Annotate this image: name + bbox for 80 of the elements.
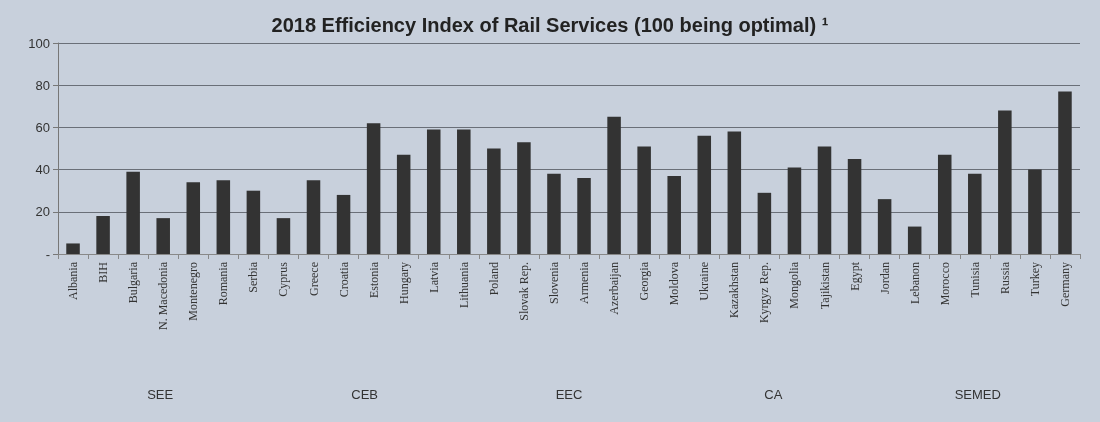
bar (847, 159, 862, 254)
x-tick-label: Kazakhstan (727, 262, 742, 318)
bar (96, 216, 110, 254)
x-tick-label: Jordan (877, 262, 892, 294)
bar (457, 129, 471, 254)
bar (156, 218, 170, 254)
x-tick-label: Egypt (847, 261, 862, 291)
bar (817, 146, 832, 254)
y-tick-label: 60 (35, 119, 50, 135)
bar (907, 226, 922, 254)
bar (637, 146, 651, 254)
bar (126, 171, 140, 254)
x-tick-label: Romania (216, 261, 231, 306)
bar (727, 131, 742, 254)
bar (577, 178, 591, 254)
x-tick-label: Bulgaria (126, 261, 141, 304)
x-tick-label: Morocco (937, 262, 952, 306)
x-tick-label: Greece (306, 262, 321, 296)
x-tick-label: Hungary (396, 262, 411, 304)
bar (276, 218, 291, 254)
x-tick-label: Azerbaijan (607, 262, 622, 315)
text: SEMED (954, 387, 1001, 402)
x-tick-label: Lebanon (907, 262, 922, 304)
x-tick-label: Mongolia (787, 261, 802, 309)
bar (667, 175, 681, 254)
bar (998, 110, 1012, 254)
bar (366, 123, 381, 254)
x-tick-label: Armenia (577, 261, 592, 304)
bar (787, 167, 802, 254)
bar (517, 142, 531, 254)
text: CEB (351, 387, 378, 402)
x-tick-label: Serbia (246, 261, 261, 293)
x-tick-label: Germany (1057, 262, 1072, 307)
x-tick-label: Estonia (366, 261, 381, 298)
x-tick-label: Turkey (1027, 262, 1042, 297)
x-tick-label: Croatia (336, 261, 351, 298)
bar (426, 129, 441, 254)
bar (547, 173, 561, 254)
x-tick-label: Albania (66, 261, 81, 300)
bar (937, 154, 952, 254)
bar (186, 182, 201, 254)
x-tick-label: Tajikistan (817, 262, 832, 310)
text: CA (764, 387, 783, 402)
x-tick-label: Poland (486, 262, 501, 296)
bar (246, 190, 261, 254)
chart-title: 2018 Efficiency Index of Rail Services (100 being optimal) ¹ (271, 14, 829, 36)
y-tick-label: 40 (35, 162, 50, 178)
x-tick-label: Slovak Rep. (516, 262, 531, 321)
x-tick-label: Lithuania (456, 261, 471, 308)
x-tick-label: Ukraine (697, 262, 712, 301)
bar (396, 154, 411, 254)
bar (968, 173, 982, 254)
x-tick-label: Cyprus (276, 261, 291, 297)
x-tick-label: Kyrgyz Rep. (757, 262, 772, 324)
bar (877, 199, 892, 254)
x-tick-label: Latvia (426, 261, 441, 293)
x-tick-label: Georgia (637, 261, 652, 301)
x-tick-label: Russia (997, 261, 1012, 295)
bar (697, 135, 712, 254)
x-tick-label: BIH (96, 261, 111, 283)
y-tick-label: 100 (28, 35, 50, 51)
x-tick-label: Moldova (667, 261, 682, 306)
x-tick-label: Slovenia (546, 261, 561, 304)
x-tick-label: N. Macedonia (156, 261, 171, 330)
text: EEC (555, 387, 583, 402)
bar (216, 180, 231, 254)
bar (757, 192, 772, 254)
x-tick-label: Montenegro (186, 262, 201, 321)
bar (66, 243, 80, 254)
text: SEE (147, 387, 174, 402)
bar (487, 148, 501, 254)
bar (336, 194, 351, 254)
bar (1058, 91, 1072, 254)
x-tick-label: Tunisia (967, 261, 982, 298)
y-tick-label: 20 (35, 204, 50, 220)
bar (607, 116, 621, 254)
bar (306, 180, 321, 254)
y-tick-label: 80 (35, 77, 50, 93)
bar (1028, 169, 1042, 254)
y-tick-label: - (45, 246, 50, 262)
